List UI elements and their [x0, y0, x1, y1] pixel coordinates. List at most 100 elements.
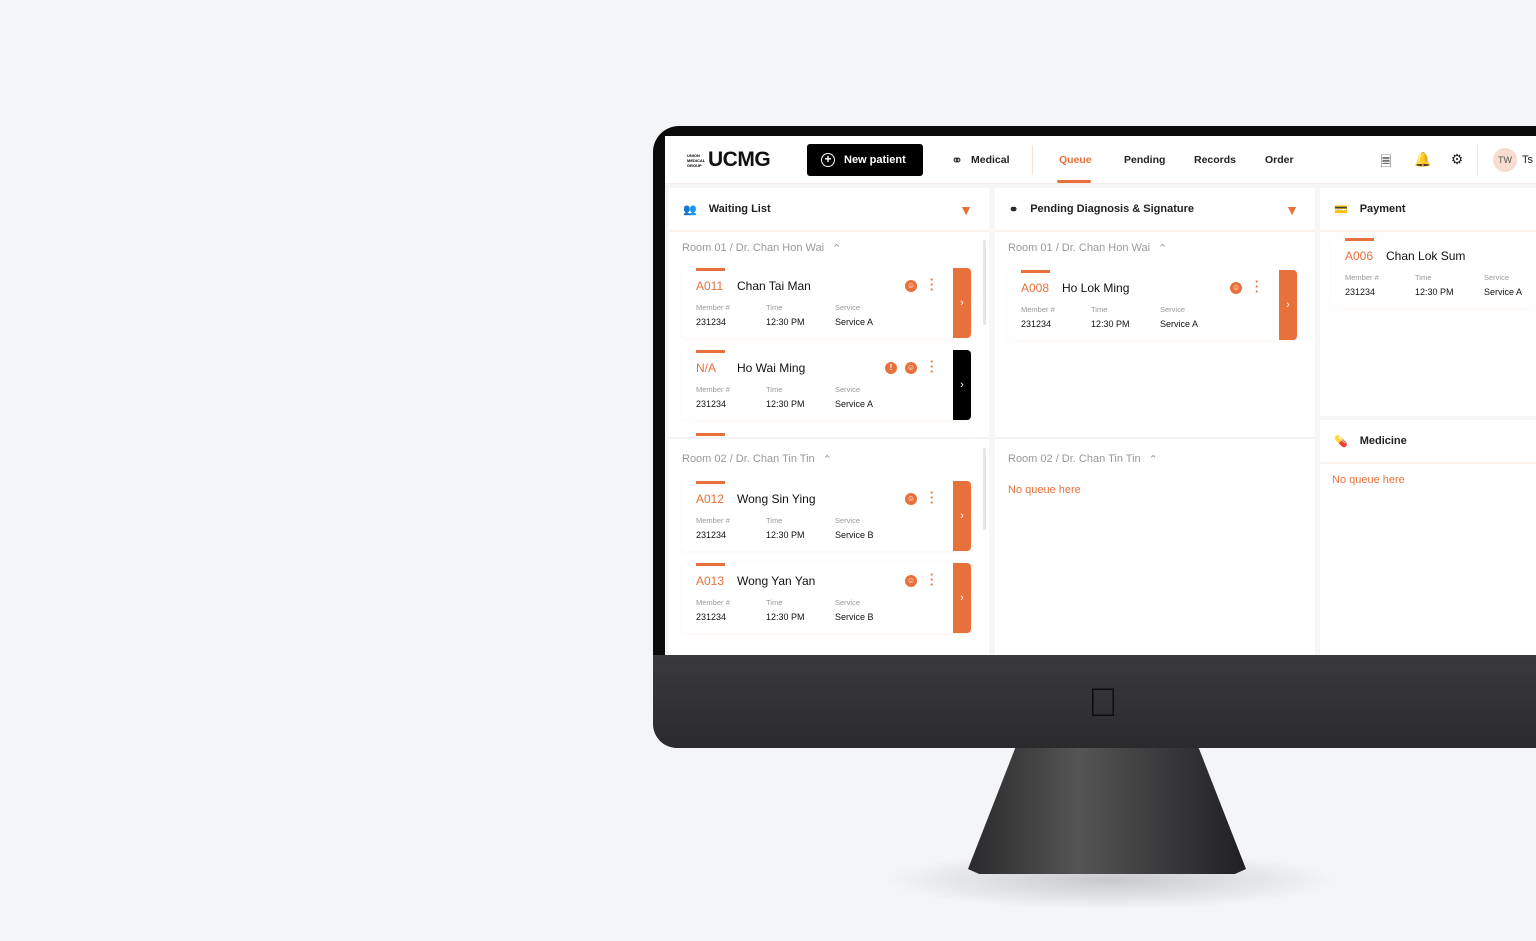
alert-icon[interactable]: !: [885, 362, 897, 374]
chevron-up-icon: ⌃: [822, 454, 832, 466]
more-options-icon[interactable]: · · ·: [929, 485, 935, 510]
queue-card[interactable]: A008 Ho Lok Ming Member # 231234 Time 12:30 P…: [1007, 270, 1297, 340]
queue-card[interactable]: N/A Ho Wai Ming Member # 231234 Time 12:30 PM…: [682, 350, 971, 420]
member-value: 231234: [1345, 287, 1376, 297]
time-label: Time: [766, 385, 783, 394]
filter-icon[interactable]: ▼: [959, 202, 973, 218]
tab-order[interactable]: Order: [1265, 154, 1294, 166]
queue-number: A011: [696, 279, 724, 293]
more-options-icon[interactable]: · · ·: [929, 354, 935, 379]
service-label: Service: [835, 385, 861, 394]
scrollbar[interactable]: [983, 240, 986, 325]
logo: UNION MEDICAL GROUP UCMG: [687, 148, 771, 171]
queue-card[interactable]: A013 Wong Yan Yan Member # 231234 Time 12:30 …: [682, 563, 971, 633]
chevron-up-icon: ⌃: [1148, 454, 1158, 466]
room-header[interactable]: Room 02 / Dr. Chan Tin Tin ⌃: [1008, 453, 1158, 466]
more-options-icon[interactable]: · · ·: [1254, 274, 1260, 299]
card-accent-bar: [1345, 238, 1374, 241]
service-value: Service A: [835, 317, 874, 327]
app-screen: UNION MEDICAL GROUP UCMG + New patient ⚭…: [665, 136, 1536, 655]
divider: [1477, 145, 1478, 175]
card-accent-bar: [696, 433, 725, 436]
chevron-up-icon: ⌃: [832, 243, 842, 255]
room-header[interactable]: Room 01 / Dr. Chan Hon Wai ⌃: [682, 242, 842, 255]
patient-icon[interactable]: ☺: [905, 575, 917, 587]
service-value: Service A: [1484, 287, 1523, 297]
patient-icon[interactable]: ☺: [905, 280, 917, 292]
member-value: 231234: [696, 612, 727, 622]
filter-icon[interactable]: ▼: [1285, 202, 1299, 218]
open-patient-button[interactable]: ›: [953, 268, 971, 338]
patient-icon[interactable]: ☺: [1230, 282, 1242, 294]
queue-number: A008: [1021, 281, 1050, 295]
queue-card[interactable]: A006 Chan Lok Sum Member # 231234 Time 12:30 …: [1331, 238, 1536, 308]
user-name[interactable]: Ts: [1522, 154, 1533, 166]
divider: [669, 437, 989, 439]
time-label: Time: [766, 516, 783, 525]
waiting-list-panel: 👥 Waiting List ▼ Room 01 / Dr. Chan Hon W…: [669, 188, 989, 655]
divider: [995, 437, 1315, 439]
active-tab-indicator: [1057, 180, 1091, 183]
open-patient-button[interactable]: ›: [953, 350, 971, 420]
card-accent-bar: [1021, 270, 1050, 273]
card-accent-bar: [696, 481, 725, 484]
member-label: Member #: [1345, 273, 1379, 282]
nav-medical[interactable]: Medical: [971, 154, 1010, 166]
patient-icon[interactable]: ☺: [905, 493, 917, 505]
room-header[interactable]: Room 01 / Dr. Chan Hon Wai ⌃: [1008, 242, 1168, 255]
member-label: Member #: [696, 516, 730, 525]
panel-title: Waiting List: [708, 203, 771, 215]
panel-title: Payment: [1359, 203, 1406, 215]
open-patient-button[interactable]: ›: [1279, 270, 1297, 340]
patient-name: Ho Wai Ming: [737, 361, 806, 375]
member-value: 231234: [696, 399, 727, 409]
new-patient-button[interactable]: + New patient: [807, 144, 923, 176]
time-label: Time: [1091, 305, 1108, 314]
service-value: Service B: [835, 530, 874, 540]
member-value: 231234: [696, 317, 727, 327]
service-label: Service: [1484, 273, 1510, 282]
patient-name: Wong Sin Ying: [737, 492, 816, 506]
member-label: Member #: [696, 303, 730, 312]
more-options-icon[interactable]: · · ·: [929, 567, 935, 592]
avatar[interactable]: TW: [1493, 148, 1517, 172]
tab-queue[interactable]: Queue: [1059, 154, 1092, 166]
more-options-icon[interactable]: · · ·: [929, 272, 935, 297]
queue-card[interactable]: A012 Wong Sin Ying Member # 231234 Time 12:30…: [682, 481, 971, 551]
bell-icon[interactable]: 🔔: [1414, 151, 1432, 167]
card-accent-bar: [696, 563, 725, 566]
time-value: 12:30 PM: [1415, 287, 1454, 297]
panel-title: Medicine: [1359, 435, 1407, 447]
time-value: 12:30 PM: [766, 399, 805, 409]
time-value: 12:30 PM: [766, 612, 805, 622]
time-value: 12:30 PM: [1091, 319, 1130, 329]
gear-icon[interactable]: ⚙: [1450, 151, 1464, 167]
patient-icon[interactable]: ☺: [905, 362, 917, 374]
stethoscope-icon: ⚭: [951, 152, 963, 168]
card-accent-bar: [696, 350, 725, 353]
empty-queue-message: No queue here: [1332, 474, 1405, 486]
queue-card[interactable]: A011 Chan Tai Man Member # 231234 Time 12:30 …: [682, 268, 971, 338]
time-label: Time: [766, 303, 783, 312]
member-value: 231234: [696, 530, 727, 540]
member-label: Member #: [696, 598, 730, 607]
tab-records[interactable]: Records: [1194, 154, 1237, 166]
plus-circle-icon: +: [821, 153, 835, 167]
document-icon[interactable]: 🗏: [1380, 153, 1392, 169]
users-icon: 👥: [683, 203, 697, 216]
service-value: Service A: [835, 399, 874, 409]
open-patient-button[interactable]: ›: [953, 481, 971, 551]
member-value: 231234: [1021, 319, 1052, 329]
service-label: Service: [835, 303, 861, 312]
time-label: Time: [1415, 273, 1432, 282]
card-accent-bar: [696, 268, 725, 271]
scrollbar[interactable]: [983, 448, 986, 530]
chevron-up-icon: ⌃: [1158, 243, 1168, 255]
medicine-panel: 💊 Medicine No queue here: [1320, 420, 1536, 655]
time-label: Time: [766, 598, 783, 607]
member-label: Member #: [696, 385, 730, 394]
tab-pending[interactable]: Pending: [1124, 154, 1166, 166]
open-patient-button[interactable]: ›: [953, 563, 971, 633]
room-header[interactable]: Room 02 / Dr. Chan Tin Tin ⌃: [682, 453, 832, 466]
time-value: 12:30 PM: [766, 530, 805, 540]
